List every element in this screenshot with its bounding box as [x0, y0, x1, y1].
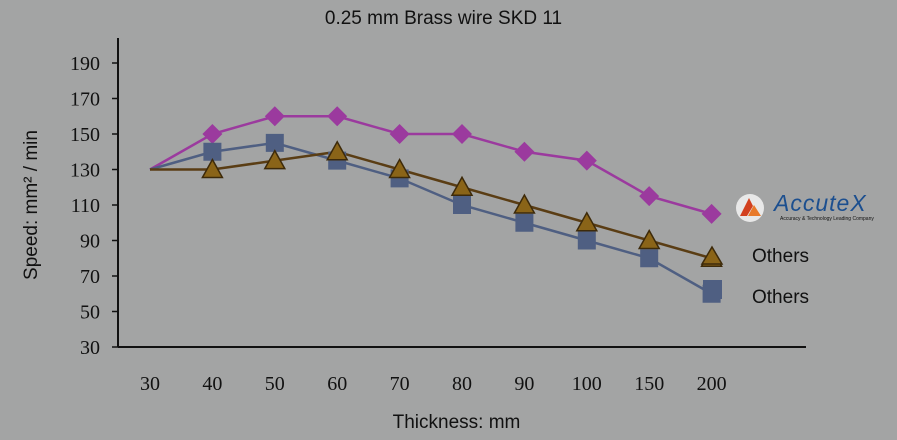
series-line-square	[149, 141, 713, 295]
data-point-square	[453, 196, 471, 214]
legend-label-triangle: Others	[752, 246, 810, 267]
x-axis-label: Thickness: mm	[392, 412, 521, 433]
data-point-triangle	[450, 175, 474, 196]
data-point-diamond	[452, 124, 472, 144]
data-point-square	[640, 249, 659, 268]
accutex-logo-icon	[736, 194, 764, 222]
data-point-triangle	[637, 228, 661, 250]
y-tick-label: 170	[70, 89, 100, 111]
data-point-diamond	[327, 106, 348, 127]
data-point-square	[265, 133, 284, 152]
x-tick-label: 90	[514, 373, 534, 395]
legend-marker-square	[703, 280, 722, 299]
y-axis-ticks: 30 50 70 90 110 130 150 170 190	[70, 53, 118, 359]
x-tick-label: 150	[634, 373, 664, 395]
series-markers	[201, 106, 724, 303]
x-tick-label: 60	[327, 373, 347, 395]
x-axis-ticks: 30 40 50 60 70 80 90 100 150 200	[140, 373, 727, 395]
x-axis-label-wrap: Thickness: mm	[0, 412, 897, 434]
data-point-diamond	[639, 186, 660, 207]
legend-label-square: Others	[752, 287, 810, 308]
y-tick-label: 150	[70, 124, 100, 146]
y-axis-label: Speed: mm² / min	[21, 130, 42, 280]
data-point-diamond	[389, 124, 410, 144]
data-point-diamond	[576, 150, 597, 171]
chart-title-wrap: 0.25 mm Brass wire SKD 11	[0, 8, 897, 30]
data-point-square	[515, 213, 534, 232]
x-tick-label: 100	[572, 373, 602, 395]
data-point-diamond	[514, 141, 535, 162]
axes	[117, 38, 806, 348]
data-point-square	[203, 142, 222, 161]
y-tick-label: 110	[71, 195, 100, 217]
y-tick-label: 90	[80, 231, 100, 253]
data-point-triangle	[263, 149, 287, 170]
data-point-diamond	[701, 203, 722, 224]
logo-tagline: Accuracy & Technology Leading Company	[780, 216, 874, 222]
y-tick-label: 30	[80, 337, 100, 359]
y-tick-label: 70	[80, 266, 100, 288]
y-tick-label: 130	[70, 160, 100, 182]
x-tick-label: 30	[140, 373, 160, 395]
series-line-triangle	[150, 150, 712, 260]
y-tick-label: 50	[80, 302, 100, 324]
chart-title: 0.25 mm Brass wire SKD 11	[324, 8, 563, 29]
data-point-square	[577, 231, 596, 250]
x-tick-label: 200	[697, 373, 727, 395]
data-point-triangle	[201, 157, 224, 179]
logo-wordmark: AccuteX	[774, 190, 867, 216]
x-tick-label: 40	[202, 373, 222, 395]
x-tick-label: 80	[452, 373, 472, 395]
y-tick-label: 190	[70, 53, 100, 75]
data-point-triangle	[513, 193, 536, 214]
legend-marker-triangle	[700, 245, 724, 265]
series-line-diamond	[149, 115, 712, 216]
data-point-triangle	[388, 157, 411, 179]
data-point-diamond	[202, 124, 223, 144]
data-point-triangle	[575, 211, 599, 232]
x-tick-label: 50	[265, 373, 285, 395]
data-point-triangle	[325, 140, 349, 161]
accutex-logo: AccuteX Accuracy & Technology Leading Co…	[734, 190, 897, 224]
series-lines	[149, 115, 713, 295]
x-tick-label: 70	[390, 373, 410, 395]
data-point-diamond	[264, 106, 285, 127]
